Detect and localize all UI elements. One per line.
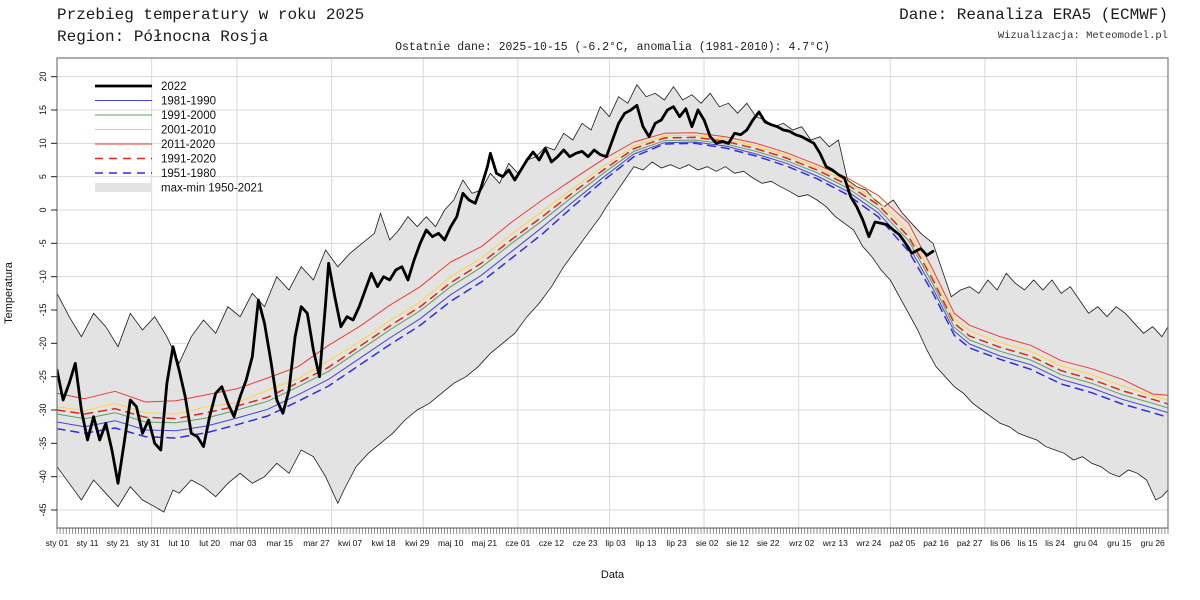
x-tick-label: mar 03 <box>230 538 257 548</box>
x-tick-label: maj 21 <box>472 538 498 548</box>
y-tick-label: -15 <box>38 303 48 316</box>
x-axis-title: Data <box>600 569 625 581</box>
x-tick-label: kwi 07 <box>338 538 362 548</box>
y-tick-label: -45 <box>38 503 48 516</box>
x-tick-label: lut 10 <box>169 538 190 548</box>
page-title: Przebieg temperatury w roku 2025 <box>57 6 365 24</box>
legend-label: 1991-2000 <box>161 110 216 122</box>
x-tick-label: sie 02 <box>696 538 719 548</box>
x-tick-label: paź 27 <box>957 538 983 548</box>
series-line-2022 <box>57 103 935 485</box>
y-tick-label: -30 <box>38 403 48 416</box>
legend-label: 2022 <box>161 81 187 93</box>
x-tick-label: wrz 24 <box>855 538 881 548</box>
x-tick-label: sty 01 <box>46 538 69 548</box>
y-tick-label: 0 <box>38 207 48 212</box>
y-tick-label: 20 <box>38 72 48 82</box>
series-line-2001-2010 <box>57 134 1168 415</box>
x-tick-label: gru 15 <box>1107 538 1131 548</box>
series-line-1951-1980 <box>57 142 1168 439</box>
x-tick-label: maj 10 <box>438 538 464 548</box>
x-tick-label: gru 04 <box>1074 538 1098 548</box>
x-tick-label: wrz 13 <box>822 538 848 548</box>
x-tick-label: sty 31 <box>137 538 160 548</box>
series-line-1981-1990 <box>57 141 1168 432</box>
legend-swatch-band <box>95 183 152 192</box>
series-line-2011-2020 <box>57 132 1168 403</box>
x-tick-label: lip 03 <box>605 538 626 548</box>
axes: 20 15 10 5 0 -5 -10 -15 -20 -25 -30 -35 -40 -45 sty 01… <box>38 57 1169 548</box>
y-tick-label: -10 <box>38 270 48 283</box>
x-tick-label: cze 12 <box>539 538 564 548</box>
x-tick-label: gru 26 <box>1141 538 1165 548</box>
band-max-line <box>57 83 1168 365</box>
y-tick-label: -20 <box>38 337 48 350</box>
visualization-credit: Wizualizacja: Meteomodel.pl <box>997 30 1168 42</box>
y-tick-label: -5 <box>38 239 48 247</box>
legend-label: 1951-1980 <box>161 168 216 180</box>
legend-label: 1981-1990 <box>161 96 216 108</box>
legend: 2022 1981-1990 1991-2000 2001-2010 2011-2020… <box>95 81 263 195</box>
max-min-band <box>57 83 1168 513</box>
series-line-1991-2020 <box>57 136 1168 420</box>
y-axis-title: Temperatura <box>3 262 15 324</box>
y-tick-label: -40 <box>38 470 48 483</box>
y-tick-label: 15 <box>38 105 48 115</box>
x-tick-label: lip 23 <box>666 538 687 548</box>
x-tick-label: sie 12 <box>726 538 749 548</box>
x-tick-label: wrz 02 <box>788 538 814 548</box>
band-min-line <box>57 161 1168 513</box>
data-source-label: Dane: Reanaliza ERA5 (ECMWF) <box>899 6 1168 24</box>
x-tick-label: kwi 18 <box>372 538 396 548</box>
series-line-1991-2000 <box>57 139 1168 424</box>
legend-label-band: max-min 1950-2021 <box>161 183 263 195</box>
x-tick-label: lip 13 <box>636 538 657 548</box>
y-tick-label: 5 <box>38 174 48 179</box>
x-tick-label: sty 21 <box>107 538 130 548</box>
x-tick-label: lut 20 <box>199 538 220 548</box>
x-tick-label: lis 15 <box>1018 538 1038 548</box>
legend-label: 2001-2010 <box>161 125 216 137</box>
y-tick-label: 10 <box>38 138 48 148</box>
legend-label: 2011-2020 <box>161 139 215 151</box>
y-tick-label: -35 <box>38 437 48 450</box>
legend-label: 1991-2020 <box>161 154 216 166</box>
x-tick-label: paź 16 <box>923 538 949 548</box>
last-data-note: Ostatnie dane: 2025-10-15 (-6.2°C, anoma… <box>395 41 830 54</box>
x-tick-label: sie 22 <box>757 538 780 548</box>
x-tick-label: kwi 29 <box>405 538 429 548</box>
x-tick-label: mar 15 <box>267 538 294 548</box>
x-tick-label: mar 27 <box>303 538 330 548</box>
x-tick-label: lis 06 <box>990 538 1010 548</box>
series-lines <box>57 103 1168 485</box>
x-tick-label: paź 05 <box>890 538 916 548</box>
x-tick-label: cze 23 <box>573 538 598 548</box>
y-tick-label: -25 <box>38 370 48 383</box>
region-subtitle: Region: Północna Rosja <box>57 28 269 46</box>
x-tick-label: sty 11 <box>76 538 98 548</box>
x-tick-label: cze 01 <box>505 538 530 548</box>
x-tick-label: lis 24 <box>1045 538 1065 548</box>
